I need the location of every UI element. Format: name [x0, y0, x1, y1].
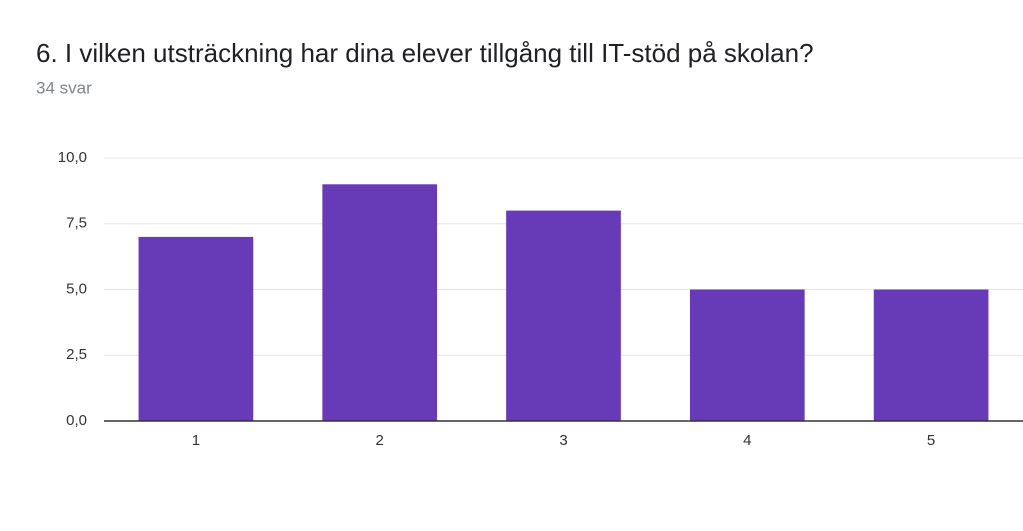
- y-tick-label: 5,0: [66, 280, 87, 297]
- chart-title: 6. I vilken utsträckning har dina elever…: [36, 38, 814, 68]
- x-tick-label: 5: [927, 432, 935, 449]
- x-tick-label: 1: [192, 432, 200, 449]
- y-tick-label: 2,5: [66, 346, 87, 363]
- chart-subtitle: 34 svar: [36, 78, 92, 97]
- bar: [506, 210, 621, 421]
- bar: [138, 236, 254, 421]
- y-tick-label: 10,0: [58, 149, 87, 166]
- bar: [689, 289, 805, 421]
- x-tick-label: 4: [743, 432, 751, 449]
- x-tick-label: 2: [376, 432, 384, 449]
- bar: [322, 184, 438, 421]
- bar: [873, 289, 989, 421]
- y-tick-label: 0,0: [66, 412, 87, 429]
- y-tick-label: 7,5: [66, 215, 87, 232]
- x-tick-label: 3: [559, 432, 567, 449]
